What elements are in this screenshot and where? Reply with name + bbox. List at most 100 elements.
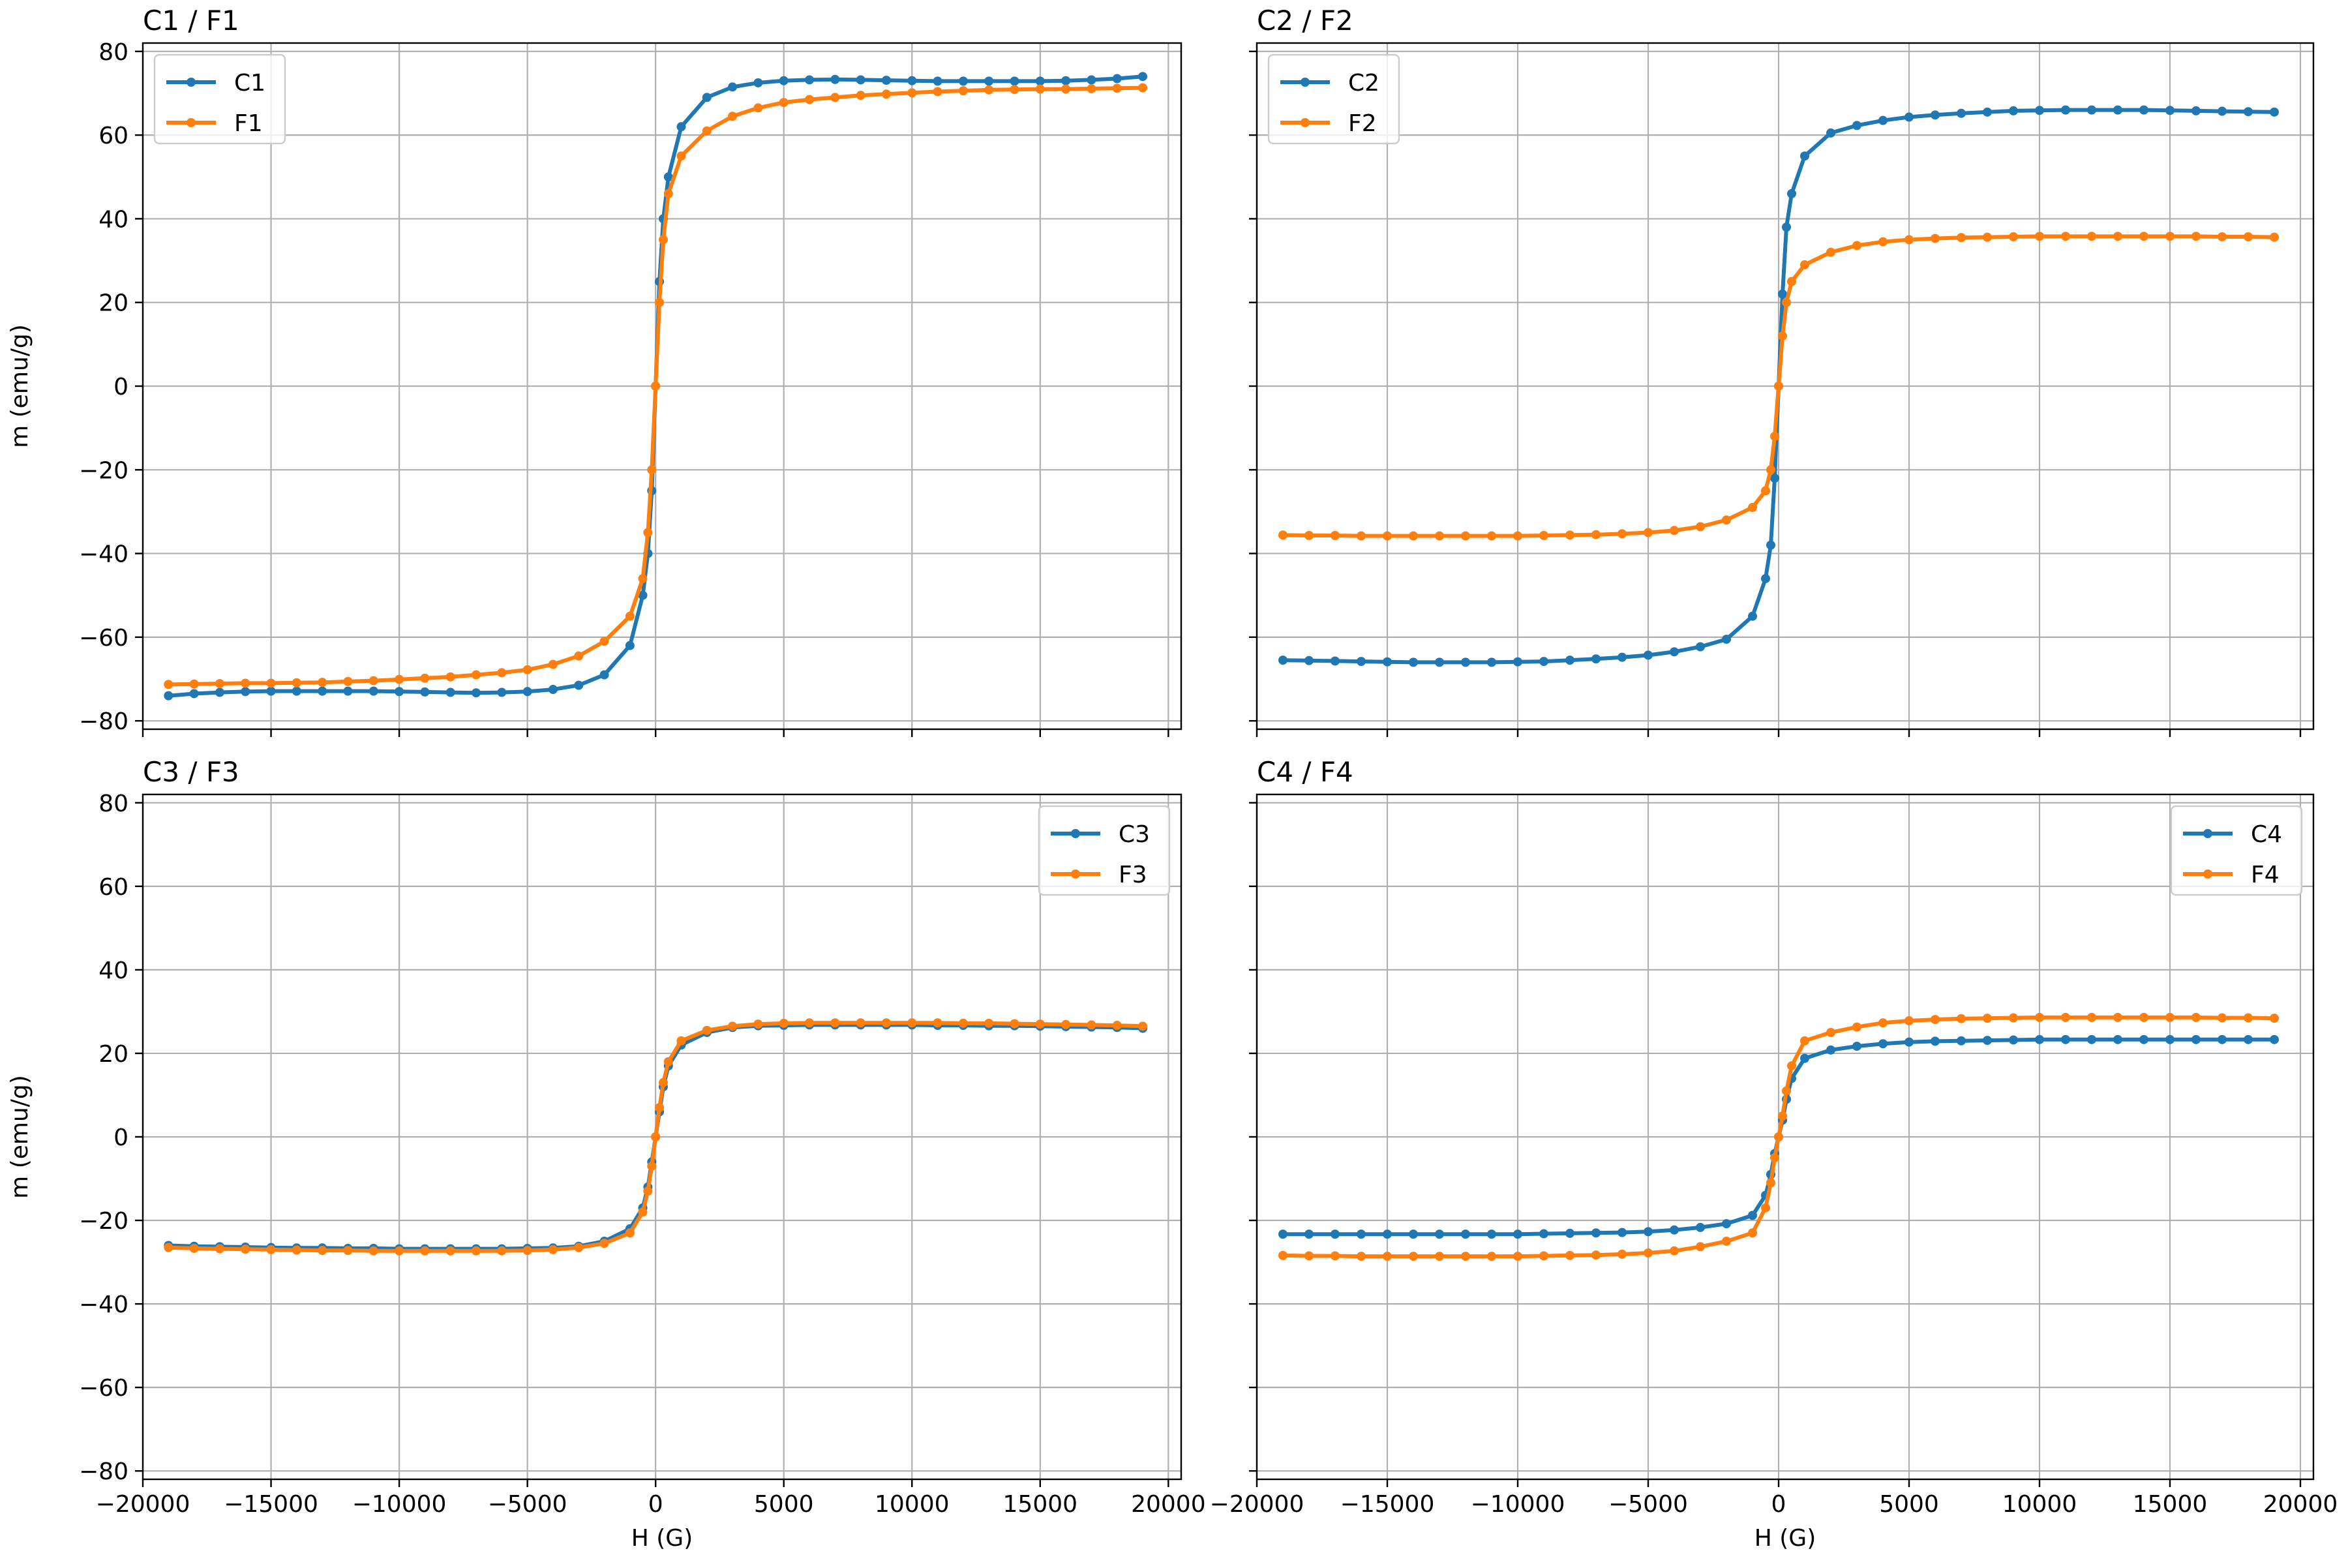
data-point: [266, 686, 276, 696]
grid: [142, 43, 1181, 729]
legend-label: C3: [1119, 821, 1150, 848]
data-point: [638, 1207, 648, 1217]
data-point: [2165, 232, 2175, 241]
data-point: [1778, 1111, 1787, 1121]
legend-marker: [1071, 829, 1080, 838]
data-point: [1618, 1228, 1627, 1237]
data-point: [2139, 232, 2148, 241]
data-point: [2009, 106, 2018, 115]
data-point: [2009, 232, 2018, 241]
y-tick-label: 40: [98, 957, 128, 984]
series-F4: [1278, 1012, 2279, 1261]
data-point: [805, 75, 815, 85]
data-point: [599, 1239, 609, 1248]
legend: C4 F4: [2170, 805, 2303, 896]
data-point: [2270, 1034, 2279, 1044]
data-point: [651, 382, 661, 391]
data-point: [292, 686, 301, 696]
data-point: [651, 1132, 661, 1141]
data-point: [1782, 222, 1791, 232]
data-point: [343, 676, 353, 686]
data-point: [1331, 531, 1340, 541]
x-tick-label: 0: [648, 1491, 663, 1518]
data-point: [1826, 1027, 1835, 1037]
data-point: [779, 76, 789, 85]
grid: [1256, 43, 2313, 729]
data-point: [522, 1246, 532, 1256]
data-point: [1435, 657, 1444, 667]
data-point: [1061, 84, 1071, 94]
data-point: [1461, 657, 1470, 667]
data-point: [266, 1244, 276, 1254]
data-point: [638, 590, 648, 600]
data-point: [1087, 75, 1096, 85]
x-tick-label: −5000: [1608, 1491, 1688, 1518]
data-point: [1513, 1252, 1522, 1261]
data-point: [1331, 1229, 1340, 1239]
data-point: [1112, 74, 1122, 83]
data-point: [676, 151, 686, 161]
data-point: [1112, 1021, 1122, 1031]
data-point: [420, 687, 430, 697]
data-point: [702, 93, 712, 102]
data-point: [2139, 105, 2148, 115]
data-point: [1487, 531, 1496, 541]
x-tick-label: 5000: [754, 1491, 814, 1518]
data-point: [779, 98, 789, 108]
legend-box: [2170, 805, 2303, 896]
data-point: [2244, 107, 2253, 117]
data-point: [1904, 112, 1914, 122]
data-point: [2165, 1034, 2175, 1044]
data-point: [2113, 105, 2122, 115]
data-point: [1878, 237, 1888, 247]
legend-marker: [187, 78, 196, 87]
data-point: [1852, 1042, 1861, 1051]
data-point: [933, 87, 942, 97]
x-tick-label: 5000: [1879, 1491, 1939, 1518]
data-point: [1770, 474, 1779, 483]
legend: C3 F3: [1038, 805, 1171, 896]
data-point: [1010, 85, 1019, 95]
data-point: [1983, 107, 1992, 117]
y-tick-label: −60: [79, 1375, 128, 1402]
data-point: [1357, 657, 1366, 667]
data-point: [643, 1186, 653, 1196]
legend-item: F3: [1051, 862, 1147, 888]
data-point: [676, 1036, 686, 1046]
data-point: [189, 679, 199, 689]
data-point: [1435, 531, 1444, 541]
data-point: [1852, 1022, 1861, 1032]
data-point: [933, 76, 942, 86]
data-point: [599, 637, 609, 646]
data-point: [1878, 1039, 1888, 1049]
data-point: [1770, 431, 1779, 441]
data-point: [676, 122, 686, 132]
data-point: [779, 1018, 789, 1028]
data-point: [369, 1246, 378, 1256]
data-point: [1010, 76, 1019, 86]
data-point: [2061, 1034, 2070, 1044]
data-point: [1644, 650, 1653, 660]
data-point: [1644, 1248, 1653, 1258]
data-point: [1957, 233, 1966, 243]
x-tick-label: 10000: [875, 1491, 950, 1518]
panel-4: −20000 −15000 −10000 −5000 0 5000 10000 15000 20…: [1210, 756, 2338, 1552]
data-point: [728, 1021, 738, 1031]
x-tick-label: −10000: [352, 1491, 447, 1518]
data-point: [663, 172, 673, 182]
data-point: [1904, 235, 1914, 245]
data-point: [933, 1018, 942, 1028]
data-point: [1513, 531, 1522, 541]
data-point: [1696, 1242, 1705, 1252]
data-point: [395, 687, 404, 697]
x-axis-label: H (G): [631, 1525, 693, 1552]
data-point: [2270, 1014, 2279, 1023]
data-point: [702, 126, 712, 136]
data-point: [1461, 531, 1470, 541]
x-tick-label: −20000: [96, 1491, 190, 1518]
y-tick-label: 60: [98, 123, 128, 149]
data-point: [1461, 1229, 1470, 1239]
legend-marker: [2203, 829, 2212, 838]
data-point: [856, 75, 865, 85]
data-point: [2087, 1034, 2096, 1044]
